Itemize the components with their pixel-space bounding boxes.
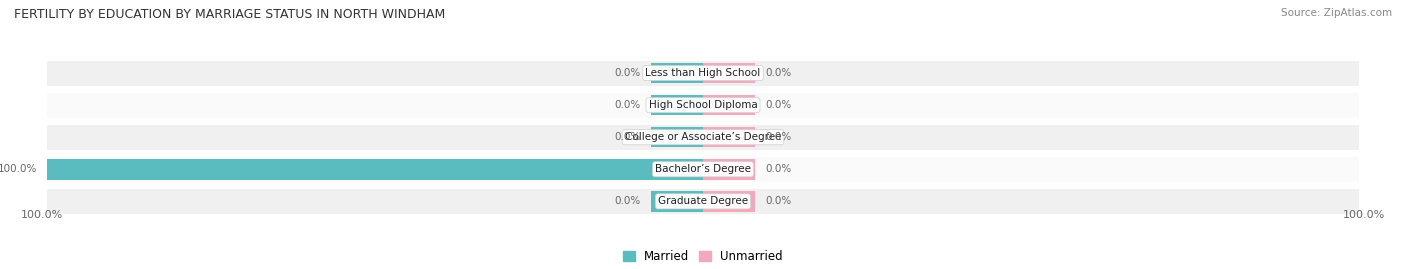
Text: Graduate Degree: Graduate Degree bbox=[658, 196, 748, 206]
Text: 0.0%: 0.0% bbox=[765, 68, 792, 78]
Text: Source: ZipAtlas.com: Source: ZipAtlas.com bbox=[1281, 8, 1392, 18]
Bar bbox=[46, 125, 1360, 150]
Text: 0.0%: 0.0% bbox=[614, 196, 641, 206]
Bar bbox=[651, 63, 703, 83]
Text: 100.0%: 100.0% bbox=[21, 210, 63, 220]
Bar bbox=[46, 157, 1360, 182]
Text: 100.0%: 100.0% bbox=[1343, 210, 1385, 220]
Text: 0.0%: 0.0% bbox=[765, 132, 792, 142]
Text: FERTILITY BY EDUCATION BY MARRIAGE STATUS IN NORTH WINDHAM: FERTILITY BY EDUCATION BY MARRIAGE STATU… bbox=[14, 8, 446, 21]
Bar bbox=[651, 95, 703, 115]
Bar bbox=[46, 159, 703, 179]
Text: College or Associate’s Degree: College or Associate’s Degree bbox=[624, 132, 782, 142]
Bar bbox=[703, 95, 755, 115]
Bar bbox=[703, 191, 755, 212]
Bar bbox=[46, 189, 1360, 214]
Bar bbox=[651, 191, 703, 212]
Text: 100.0%: 100.0% bbox=[0, 164, 37, 174]
Text: 0.0%: 0.0% bbox=[614, 68, 641, 78]
Text: Bachelor’s Degree: Bachelor’s Degree bbox=[655, 164, 751, 174]
Legend: Married, Unmarried: Married, Unmarried bbox=[619, 246, 787, 268]
Bar bbox=[46, 61, 1360, 86]
Text: 0.0%: 0.0% bbox=[614, 132, 641, 142]
Text: High School Diploma: High School Diploma bbox=[648, 100, 758, 110]
Bar bbox=[651, 127, 703, 147]
Text: Less than High School: Less than High School bbox=[645, 68, 761, 78]
Text: 0.0%: 0.0% bbox=[765, 164, 792, 174]
Text: 0.0%: 0.0% bbox=[765, 196, 792, 206]
Text: 0.0%: 0.0% bbox=[765, 100, 792, 110]
Bar bbox=[703, 127, 755, 147]
Text: 0.0%: 0.0% bbox=[614, 100, 641, 110]
Bar bbox=[703, 159, 755, 179]
Bar bbox=[703, 63, 755, 83]
Bar bbox=[46, 93, 1360, 118]
